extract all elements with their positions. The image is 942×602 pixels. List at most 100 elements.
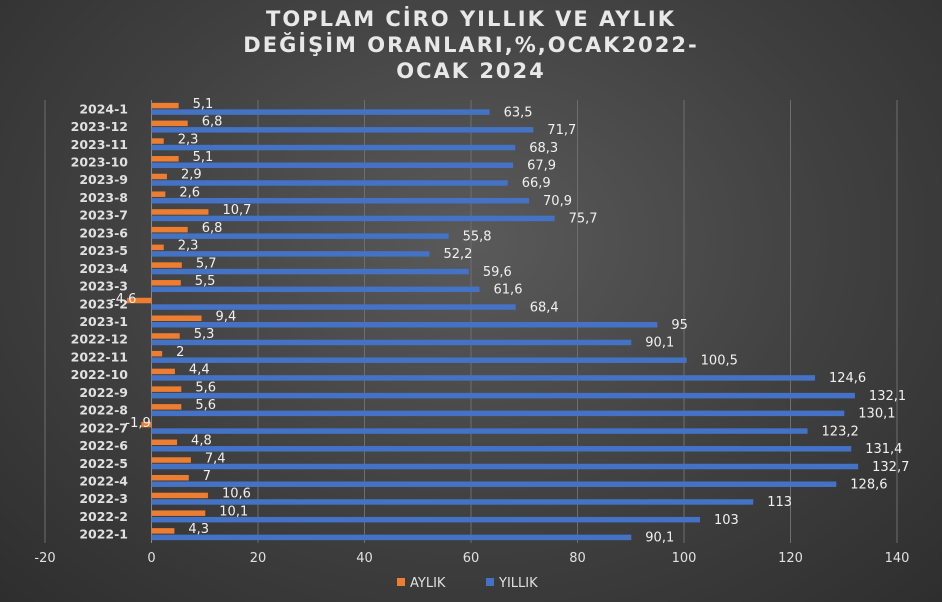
category-label: 2022-10 — [71, 367, 129, 382]
legend-swatch-yillik — [486, 578, 494, 586]
data-label-aylik: 2 — [176, 345, 184, 360]
data-label-yillik: 95 — [671, 318, 688, 333]
category-label: 2022-7 — [79, 420, 128, 435]
bar-aylik — [151, 209, 209, 215]
data-label-yillik: 90,1 — [645, 336, 674, 351]
legend-label-yillik: YILLIK — [498, 576, 538, 591]
data-label-yillik: 123,2 — [822, 424, 859, 439]
category-label: 2024-1 — [79, 101, 128, 116]
legend-label-aylik: AYLIK — [410, 576, 446, 591]
bar-yillik — [151, 127, 534, 133]
bar-aylik — [151, 173, 167, 180]
bar-yillik — [151, 251, 430, 257]
data-label-aylik: 4,3 — [188, 522, 209, 537]
bar-yillik — [151, 428, 808, 434]
x-tick-label: 120 — [778, 551, 803, 566]
x-tick-label: 0 — [147, 551, 155, 566]
data-label-yillik: 70,9 — [543, 194, 572, 209]
bar-yillik — [151, 304, 516, 310]
bar-aylik — [151, 368, 175, 375]
data-label-yillik: 128,6 — [850, 477, 887, 492]
category-label: 2022-5 — [79, 456, 128, 471]
data-label-yillik: 132,1 — [869, 389, 906, 404]
data-label-yillik: 130,1 — [858, 407, 895, 422]
category-label: 2023-2 — [79, 296, 128, 311]
data-label-yillik: 61,6 — [494, 283, 523, 298]
category-label: 2023-11 — [71, 137, 128, 152]
category-label: 2023-12 — [71, 119, 128, 134]
category-label: 2023-3 — [79, 279, 128, 294]
x-tick-label: 140 — [885, 551, 910, 566]
legend-swatch-aylik — [397, 578, 405, 586]
data-label-yillik: 131,4 — [865, 442, 902, 457]
category-label: 2022-6 — [79, 438, 128, 453]
data-label-yillik: 59,6 — [483, 265, 512, 280]
bar-yillik — [151, 268, 469, 275]
data-label-yillik: 71,7 — [547, 123, 576, 138]
x-tick-label: 100 — [672, 551, 697, 566]
bar-aylik — [141, 421, 152, 428]
bar-yillik — [151, 322, 658, 328]
category-label: 2023-8 — [79, 190, 128, 205]
bar-yillik — [151, 516, 700, 523]
category-label: 2023-5 — [79, 243, 128, 258]
data-label-yillik: 52,2 — [443, 247, 472, 262]
bar-aylik — [151, 120, 188, 127]
data-label-aylik: 4,4 — [189, 363, 210, 378]
category-label: 2023-7 — [79, 208, 128, 223]
data-label-aylik: 7 — [203, 469, 211, 484]
data-label-yillik: 66,9 — [522, 176, 551, 191]
bar-yillik — [151, 392, 855, 399]
data-label-yillik: 132,7 — [872, 460, 909, 475]
bar-yillik — [151, 233, 449, 239]
data-label-aylik: 5,3 — [194, 327, 215, 342]
data-label-yillik: 68,3 — [529, 141, 558, 156]
bar-aylik — [151, 102, 179, 109]
category-label: 2022-1 — [79, 527, 128, 542]
data-label-aylik: 2,6 — [179, 185, 200, 200]
data-label-yillik: 75,7 — [569, 212, 598, 227]
category-label: 2023-1 — [79, 314, 128, 329]
bar-aylik — [151, 457, 191, 463]
category-label: 2022-12 — [71, 332, 128, 347]
bar-aylik — [151, 492, 208, 499]
data-label-aylik: 5,1 — [193, 97, 214, 112]
bar-aylik — [151, 510, 206, 516]
x-tick-label: 20 — [250, 551, 267, 566]
bar-yillik — [151, 215, 555, 222]
category-labels: 2022-1 2022-2 2022-3 2022-4 2022-5 2022-6 2022… — [71, 101, 129, 541]
bar-aylik — [151, 528, 175, 534]
bar-aylik — [151, 226, 188, 233]
bar-yillik — [151, 180, 508, 186]
data-label-yillik: 55,8 — [463, 229, 492, 244]
x-tick-label: -20 — [34, 551, 55, 566]
bar-aylik — [151, 474, 189, 481]
chart-title: TOPLAM CİRO YILLIK VE AYLIK DEĞİŞİM ORAN… — [243, 7, 699, 83]
bar-yillik — [151, 197, 530, 204]
data-label-aylik: 5,7 — [196, 256, 217, 271]
bar-aylik — [151, 386, 182, 392]
data-label-aylik: 5,6 — [195, 398, 216, 413]
bar-yillik — [151, 286, 480, 293]
data-label-yillik: 68,4 — [530, 300, 559, 315]
data-label-aylik: 7,4 — [205, 451, 226, 466]
bar-yillik — [151, 144, 516, 151]
category-label: 2023-9 — [79, 172, 128, 187]
bar-aylik — [151, 350, 163, 357]
bar-yillik — [151, 109, 490, 115]
category-label: 2023-10 — [71, 155, 129, 170]
bar-aylik — [151, 244, 164, 251]
bar-aylik — [127, 297, 152, 304]
data-label-aylik: 5,1 — [193, 150, 214, 165]
category-label: 2022-2 — [79, 509, 128, 524]
category-label: 2022-4 — [79, 473, 128, 488]
data-label-aylik: 5,6 — [195, 380, 216, 395]
bar-aylik — [151, 404, 182, 410]
data-label-yillik: 103 — [714, 513, 739, 528]
category-label: 2022-9 — [79, 385, 128, 400]
bar-aylik — [151, 333, 180, 339]
bar-aylik — [151, 280, 181, 286]
bar-yillik — [151, 357, 687, 363]
data-label-yillik: 113 — [767, 495, 792, 510]
